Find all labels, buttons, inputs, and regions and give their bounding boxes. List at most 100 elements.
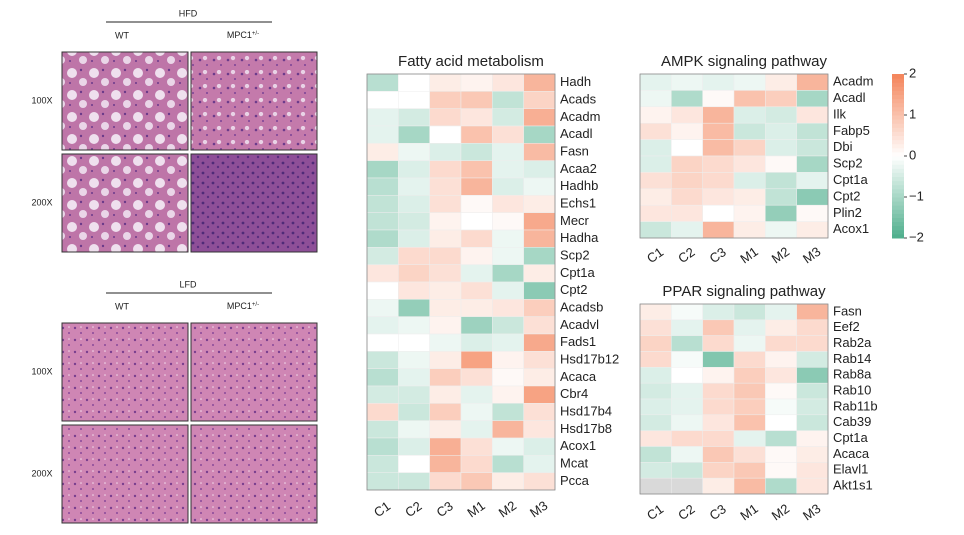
- heatmap-cell: [523, 403, 556, 421]
- heatmap-cell: [796, 204, 829, 222]
- heatmap-cell: [671, 122, 703, 140]
- heatmap-cell: [366, 437, 399, 456]
- heatmap-cell: [796, 367, 829, 384]
- heatmap-cell: [702, 122, 735, 140]
- heatmap-cell: [492, 316, 524, 335]
- heatmap-cell: [460, 299, 493, 317]
- colorbar-step: [892, 151, 904, 157]
- heatmap-cell: [460, 177, 493, 196]
- heatmap-cell: [671, 430, 703, 447]
- heatmap-cell: [765, 106, 797, 124]
- row-label: Acadsb: [560, 299, 603, 314]
- heatmap-cell: [366, 455, 399, 473]
- row-label: Hsd17b8: [560, 421, 612, 436]
- row-label: Scp2: [560, 247, 590, 262]
- heatmap-cell: [639, 430, 672, 447]
- heatmap-cell: [733, 462, 766, 479]
- colorbar-step: [892, 225, 904, 231]
- heatmap-cell: [733, 303, 766, 321]
- heatmap-cell: [702, 90, 735, 108]
- heatmap-cell: [702, 319, 735, 336]
- column-label: M3: [800, 501, 823, 524]
- row-label: Fads1: [560, 334, 596, 349]
- colorbar-step: [892, 139, 904, 145]
- heatmap-cell: [523, 108, 556, 127]
- heatmap-cell: [702, 155, 735, 173]
- histology-image: [190, 153, 318, 253]
- heatmap-cell: [492, 368, 524, 387]
- heatmap-cell: [398, 403, 430, 421]
- heatmap-cell: [765, 430, 797, 447]
- colorbar-step: [892, 176, 904, 182]
- heatmap-cell: [460, 247, 493, 265]
- row-label: 100X: [31, 95, 52, 105]
- heatmap-cell: [671, 155, 703, 173]
- heatmap-cell: [398, 281, 430, 300]
- heatmap-cell: [429, 247, 462, 265]
- heatmap-cell: [492, 437, 524, 456]
- heatmap-cell: [796, 414, 829, 431]
- heatmap-cell: [733, 155, 766, 173]
- heatmap-cell: [733, 122, 766, 140]
- heatmap-cell: [796, 172, 829, 190]
- heatmap-cell: [733, 204, 766, 222]
- column-label: M2: [496, 498, 519, 521]
- row-label: Rab10: [833, 383, 871, 398]
- row-label: Cab39: [833, 414, 871, 429]
- column-label: C2: [675, 244, 697, 266]
- heatmap-cell: [765, 367, 797, 384]
- heatmap-cell: [765, 382, 797, 400]
- heatmap-cell: [492, 264, 524, 283]
- heatmap-cell: [366, 316, 399, 335]
- heatmap-cell: [398, 91, 430, 109]
- row-label: Acaca: [833, 446, 870, 461]
- heatmap-cell: [796, 351, 829, 368]
- heatmap-cell: [429, 143, 462, 161]
- heatmap-cell: [639, 446, 672, 463]
- heatmap-cell: [733, 172, 766, 190]
- heatmap-cell: [492, 212, 524, 231]
- row-label: Cpt2: [560, 282, 587, 297]
- row-label: 100X: [31, 366, 52, 376]
- heatmap-cell: [398, 264, 430, 283]
- heatmap-cell: [366, 195, 399, 213]
- heatmap-cell: [639, 398, 672, 416]
- row-label: Cpt2: [833, 188, 860, 203]
- heatmap-cell: [429, 195, 462, 213]
- colorbar-step: [892, 86, 904, 91]
- heatmap-cell: [523, 437, 556, 456]
- heatmap-cell: [398, 472, 430, 491]
- heatmap-cell: [765, 139, 797, 157]
- heatmap-cell: [702, 367, 735, 384]
- heatmap-cell: [429, 351, 462, 369]
- heatmap-cell: [429, 91, 462, 109]
- heatmap-cell: [366, 125, 399, 144]
- heatmap-cell: [429, 229, 462, 248]
- row-label: Hsd17b12: [560, 351, 619, 366]
- heatmap-cell: [796, 319, 829, 336]
- heatmap-cell: [460, 229, 493, 248]
- genotype: MPC1: [227, 30, 252, 40]
- heatmap-cell: [765, 204, 797, 222]
- heatmap-cell: [733, 446, 766, 463]
- colorbar-step: [892, 229, 904, 235]
- row-label: Acadvl: [560, 317, 599, 332]
- row-label: Echs1: [560, 195, 596, 210]
- colorbar-step: [892, 156, 904, 161]
- row-label: Rab11b: [833, 398, 878, 413]
- heatmap-cell: [523, 143, 556, 161]
- heatmap-cell: [733, 398, 766, 416]
- heatmap-cell: [492, 385, 524, 404]
- heatmap-cell: [398, 177, 430, 196]
- row-label: Fabp5: [833, 123, 870, 138]
- heatmap-cell: [523, 385, 556, 404]
- heatmap-cell: [523, 333, 556, 352]
- heatmap-cell: [765, 446, 797, 463]
- heatmap-cell: [733, 382, 766, 400]
- heatmap-cell: [429, 108, 462, 127]
- row-label: Acadl: [560, 126, 593, 141]
- heatmap-cell: [671, 188, 703, 206]
- heatmap-cell: [398, 437, 430, 456]
- heatmap-cell: [429, 125, 462, 144]
- heatmap-cell: [429, 403, 462, 421]
